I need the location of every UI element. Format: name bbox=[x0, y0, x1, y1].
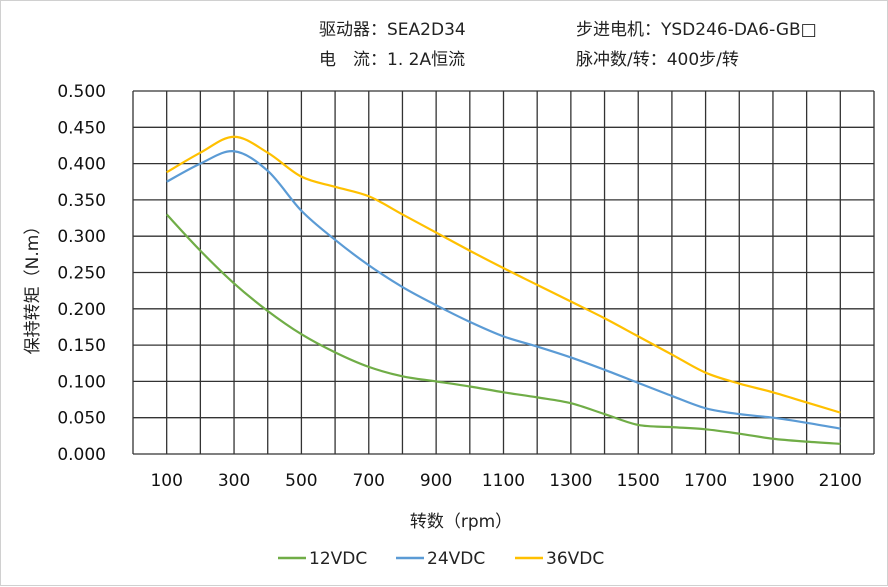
y-tick-label: 0.450 bbox=[57, 118, 106, 138]
y-tick-label: 0.200 bbox=[57, 300, 106, 320]
current-label: 电 流：1. 2A恒流 bbox=[319, 50, 466, 70]
x-tick-label: 2100 bbox=[819, 471, 862, 491]
y-tick-label: 0.000 bbox=[57, 445, 106, 465]
series-line-12VDC bbox=[165, 213, 841, 445]
x-tick-label: 1900 bbox=[751, 471, 794, 491]
y-tick-label: 0.250 bbox=[57, 264, 106, 284]
y-tick-label: 0.100 bbox=[57, 372, 106, 392]
x-tick-label: 300 bbox=[218, 471, 250, 491]
x-tick-label: 500 bbox=[285, 471, 317, 491]
y-tick-label: 0.300 bbox=[57, 227, 106, 247]
motor-label: 步进电机：YSD246-DA6-GB□ bbox=[576, 20, 817, 40]
x-tick-label: 100 bbox=[150, 471, 182, 491]
y-tick-label: 0.350 bbox=[57, 191, 106, 211]
pulses-label: 脉冲数/转：400步/转 bbox=[576, 50, 739, 70]
y-tick-label: 0.500 bbox=[57, 82, 106, 102]
driver-label: 驱动器：SEA2D34 bbox=[319, 20, 466, 40]
legend-label: 12VDC bbox=[309, 549, 367, 569]
y-tick-label: 0.400 bbox=[57, 155, 106, 175]
series-line-24VDC bbox=[166, 150, 841, 430]
x-tick-label: 1500 bbox=[617, 471, 660, 491]
y-axis-label: 保持转矩（N.m） bbox=[23, 218, 43, 355]
x-tick-label: 1300 bbox=[549, 471, 592, 491]
x-tick-label: 900 bbox=[420, 471, 452, 491]
x-tick-label: 700 bbox=[353, 471, 385, 491]
x-tick-label: 1700 bbox=[684, 471, 727, 491]
legend-label: 24VDC bbox=[427, 549, 485, 569]
x-axis-label: 转数（rpm） bbox=[410, 512, 512, 532]
y-tick-label: 0.150 bbox=[57, 336, 106, 356]
y-tick-label: 0.050 bbox=[57, 409, 106, 429]
series-line-36VDC bbox=[166, 135, 841, 414]
legend-label: 36VDC bbox=[546, 549, 604, 569]
x-tick-label: 1100 bbox=[482, 471, 525, 491]
